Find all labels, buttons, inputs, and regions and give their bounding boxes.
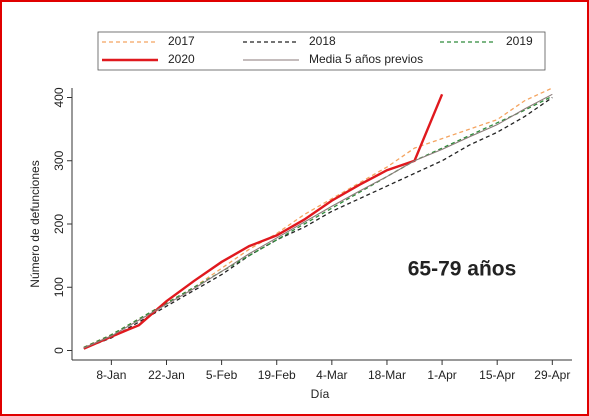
legend-label: 2020	[168, 52, 195, 66]
y-tick-label: 100	[52, 277, 66, 297]
series-line	[83, 93, 553, 349]
series-line	[83, 87, 553, 348]
x-tick-label: 18-Mar	[368, 368, 406, 382]
legend-label: 2017	[168, 34, 195, 48]
legend-box	[97, 31, 546, 71]
y-tick-label: 400	[52, 87, 66, 107]
y-tick-label: 300	[52, 150, 66, 170]
series-line	[83, 95, 553, 348]
x-tick-label: 8-Jan	[96, 368, 126, 382]
annotation: 65-79 años	[408, 258, 517, 281]
legend-label: 2018	[309, 34, 336, 48]
x-tick-label: 5-Feb	[206, 368, 238, 382]
legend-label: 2019	[506, 34, 533, 48]
series-line	[83, 96, 553, 350]
y-tick-label: 0	[52, 347, 66, 354]
y-tick-label: 200	[52, 214, 66, 234]
x-tick-label: 29-Apr	[534, 368, 570, 382]
legend-label: Media 5 años previos	[309, 52, 423, 66]
x-tick-label: 4-Mar	[316, 368, 347, 382]
x-axis-label: Día	[311, 387, 330, 401]
x-tick-label: 22-Jan	[148, 368, 185, 382]
y-axis-label: Número de defunciones	[28, 160, 42, 287]
x-tick-label: 1-Apr	[427, 368, 456, 382]
x-tick-label: 15-Apr	[479, 368, 515, 382]
x-tick-label: 19-Feb	[258, 368, 296, 382]
series-line	[83, 93, 444, 350]
